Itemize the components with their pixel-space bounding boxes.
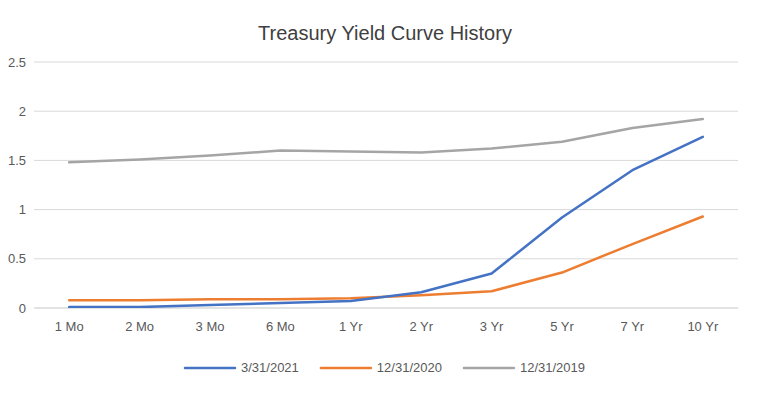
legend: 3/31/2021 12/31/2020 12/31/2019 <box>185 360 585 375</box>
x-tick-label: 6 Mo <box>266 319 295 334</box>
grid-line <box>34 62 738 63</box>
y-tick-label: 1.5 <box>8 153 26 168</box>
x-tick-label: 3 Mo <box>196 319 225 334</box>
series-line <box>69 216 703 300</box>
chart: Treasury Yield Curve History 0 0.5 1 1.5 2 2.5… <box>0 0 770 398</box>
legend-label: 3/31/2021 <box>241 360 299 375</box>
x-tick-label: 1 Yr <box>339 319 363 334</box>
x-tick-label: 7 Yr <box>621 319 645 334</box>
x-tick-label: 5 Yr <box>550 319 574 334</box>
legend-swatch <box>321 367 371 370</box>
y-tick-label: 0 <box>19 301 26 316</box>
grid-line <box>34 111 738 112</box>
grid-line <box>34 258 738 259</box>
plot-area <box>69 119 703 307</box>
x-tick-label: 10 Yr <box>687 319 719 334</box>
x-tick-label: 1 Mo <box>55 319 84 334</box>
y-tick-label: 2.5 <box>8 55 26 70</box>
y-tick-label: 0.5 <box>8 251 26 266</box>
chart-container: Treasury Yield Curve History 0 0.5 1 1.5 2 2.5… <box>0 0 770 398</box>
background <box>0 0 770 398</box>
legend-label: 12/31/2019 <box>520 360 585 375</box>
y-tick-label: 2 <box>19 104 26 119</box>
series-line <box>69 119 703 162</box>
y-tick-label: 1 <box>19 202 26 217</box>
legend-swatch <box>185 367 235 370</box>
x-tick-label: 3 Yr <box>480 319 504 334</box>
legend-swatch <box>464 367 514 370</box>
title: Treasury Yield Curve History <box>258 22 512 44</box>
legend-label: 12/31/2020 <box>377 360 442 375</box>
grid-line <box>34 209 738 210</box>
x-tick-label: 2 Yr <box>409 319 433 334</box>
x-tick-label: 2 Mo <box>125 319 154 334</box>
series-line <box>69 137 703 307</box>
